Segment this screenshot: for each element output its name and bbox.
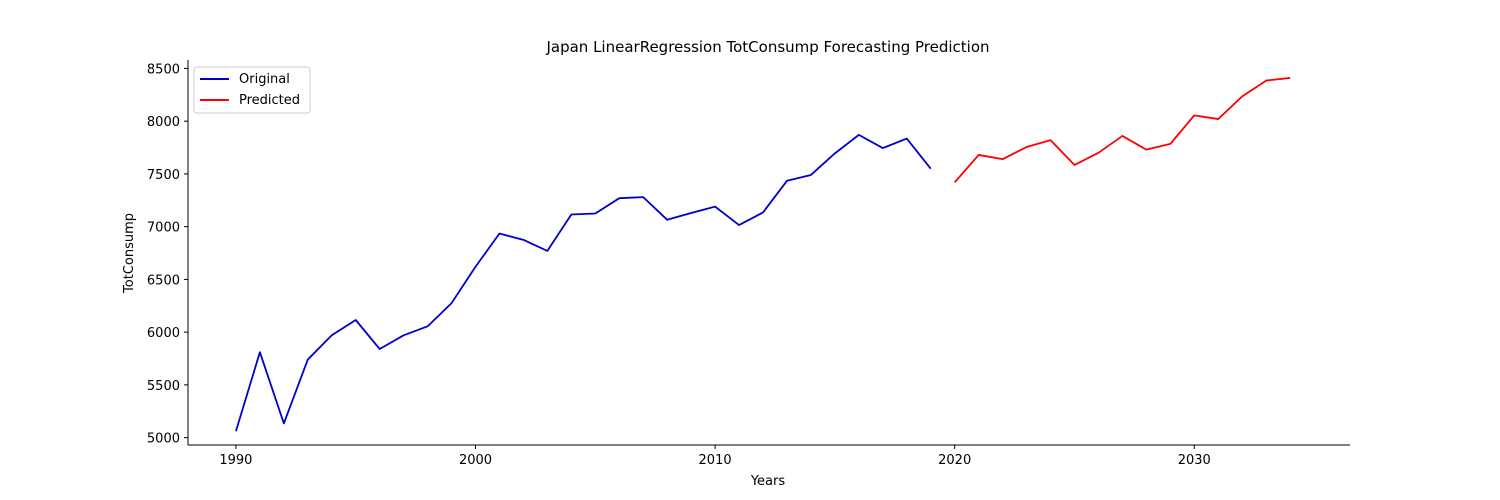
y-tick-label: 7500 <box>147 168 180 183</box>
x-axis-ticks: 1990 2000 2010 2020 2030 <box>219 445 1211 468</box>
y-tick-label: 6000 <box>147 326 180 341</box>
legend-original-label: Original <box>239 72 290 87</box>
x-tick-label: 1990 <box>219 453 252 468</box>
y-axis-ticks: 5000 5500 6000 6500 7000 7500 8000 8500 <box>147 62 188 447</box>
y-axis-label: TotConsump <box>122 213 137 294</box>
y-tick-label: 8000 <box>147 115 180 130</box>
y-tick-label: 8500 <box>147 62 180 77</box>
series-line-predicted <box>954 77 1291 183</box>
x-tick-label: 2000 <box>459 453 492 468</box>
legend-predicted-label: Predicted <box>239 93 300 108</box>
x-tick-label: 2020 <box>938 453 971 468</box>
x-tick-label: 2010 <box>699 453 732 468</box>
y-tick-label: 5500 <box>147 379 180 394</box>
axes: 1990 2000 2010 2020 2030 5000 5500 6000 6500 700… <box>147 60 1350 468</box>
plot-area <box>235 77 1291 432</box>
y-tick-label: 5000 <box>147 432 180 447</box>
series-line-original <box>235 133 932 432</box>
y-tick-label: 6500 <box>147 273 180 288</box>
x-axis-label: Years <box>750 474 786 489</box>
legend: Original Predicted <box>193 66 311 114</box>
y-tick-label: 7000 <box>147 221 180 236</box>
chart-title: Japan LinearRegression TotConsump Foreca… <box>545 38 989 56</box>
x-tick-label: 2030 <box>1178 453 1211 468</box>
